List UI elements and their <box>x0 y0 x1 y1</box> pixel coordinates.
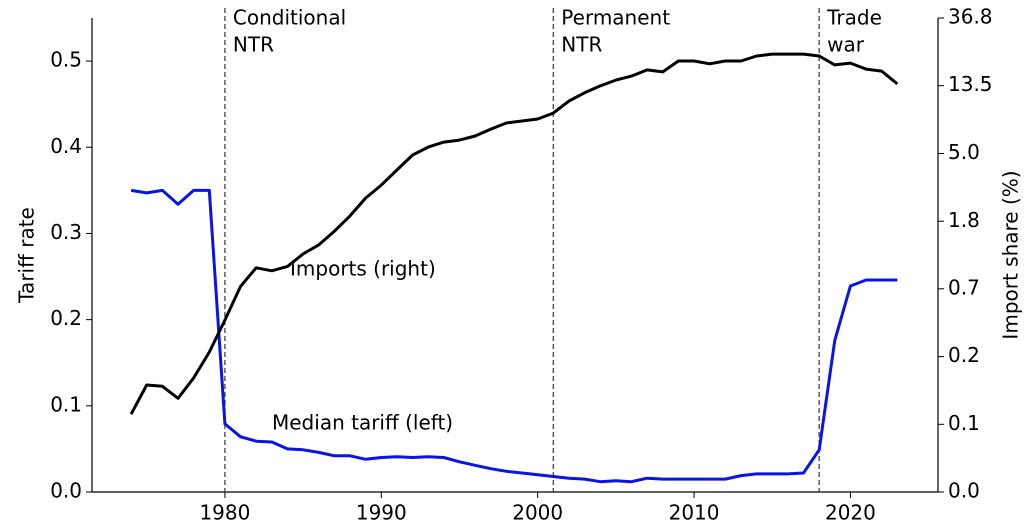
event-label: NTR <box>561 33 602 57</box>
event-label: war <box>827 33 865 57</box>
y-tick-label: 0.4 <box>50 134 82 158</box>
y-tick-label: 0.5 <box>50 48 82 72</box>
y2-axis-label: Import share (%) <box>999 170 1023 339</box>
y2-tick-label: 0.1 <box>948 411 980 435</box>
y2-tick-label: 13.5 <box>948 72 993 96</box>
y2-tick-label: 0.0 <box>948 479 980 503</box>
x-tick-label: 2010 <box>669 501 720 525</box>
event-label: Conditional <box>233 6 346 30</box>
x-tick-label: 2000 <box>512 501 563 525</box>
y2-tick-label: 5.0 <box>948 140 980 164</box>
x-tick-label: 1980 <box>199 501 250 525</box>
y-tick-label: 0.3 <box>50 220 82 244</box>
event-label: NTR <box>233 33 274 57</box>
y2-tick-label: 36.8 <box>948 5 993 29</box>
y-axis-label: Tariff rate <box>15 207 39 304</box>
y-tick-label: 0.2 <box>50 306 82 330</box>
series-line <box>129 52 899 415</box>
y-tick-label: 0.1 <box>50 392 82 416</box>
x-tick-label: 2020 <box>825 501 876 525</box>
series-label: Median tariff (left) <box>272 411 453 435</box>
y2-tick-label: 0.2 <box>948 343 980 367</box>
y2-tick-label: 1.8 <box>948 208 980 232</box>
y2-tick-label: 0.7 <box>948 275 980 299</box>
event-label: Permanent <box>561 6 670 30</box>
event-label: Trade <box>826 6 882 30</box>
y-tick-label: 0.0 <box>50 479 82 503</box>
x-tick-label: 1990 <box>356 501 407 525</box>
series-line <box>130 188 898 484</box>
series-label: Imports (right) <box>290 257 436 281</box>
